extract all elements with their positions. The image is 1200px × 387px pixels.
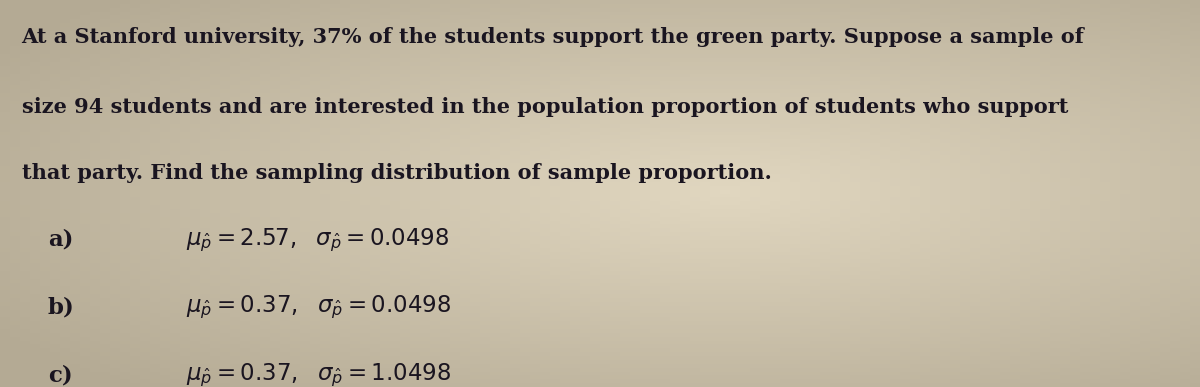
Text: b): b) [48, 297, 74, 319]
Text: $\mu_{\hat{p}}=0.37,\ \ \sigma_{\hat{p}}=0.0498$: $\mu_{\hat{p}}=0.37,\ \ \sigma_{\hat{p}}… [186, 294, 451, 321]
Text: that party. Find the sampling distribution of sample proportion.: that party. Find the sampling distributi… [22, 163, 772, 183]
Text: $\mu_{\hat{p}}=0.37,\ \ \sigma_{\hat{p}}=1.0498$: $\mu_{\hat{p}}=0.37,\ \ \sigma_{\hat{p}}… [186, 362, 451, 387]
Text: c): c) [48, 365, 73, 386]
Text: size 94 students and are interested in the population proportion of students who: size 94 students and are interested in t… [22, 97, 1068, 117]
Text: $\mu_{\hat{p}}=2.57,\ \ \sigma_{\hat{p}}=0.0498$: $\mu_{\hat{p}}=2.57,\ \ \sigma_{\hat{p}}… [186, 226, 449, 253]
Text: At a Stanford university, 37% of the students support the green party. Suppose a: At a Stanford university, 37% of the stu… [22, 27, 1085, 47]
Text: a): a) [48, 229, 73, 251]
